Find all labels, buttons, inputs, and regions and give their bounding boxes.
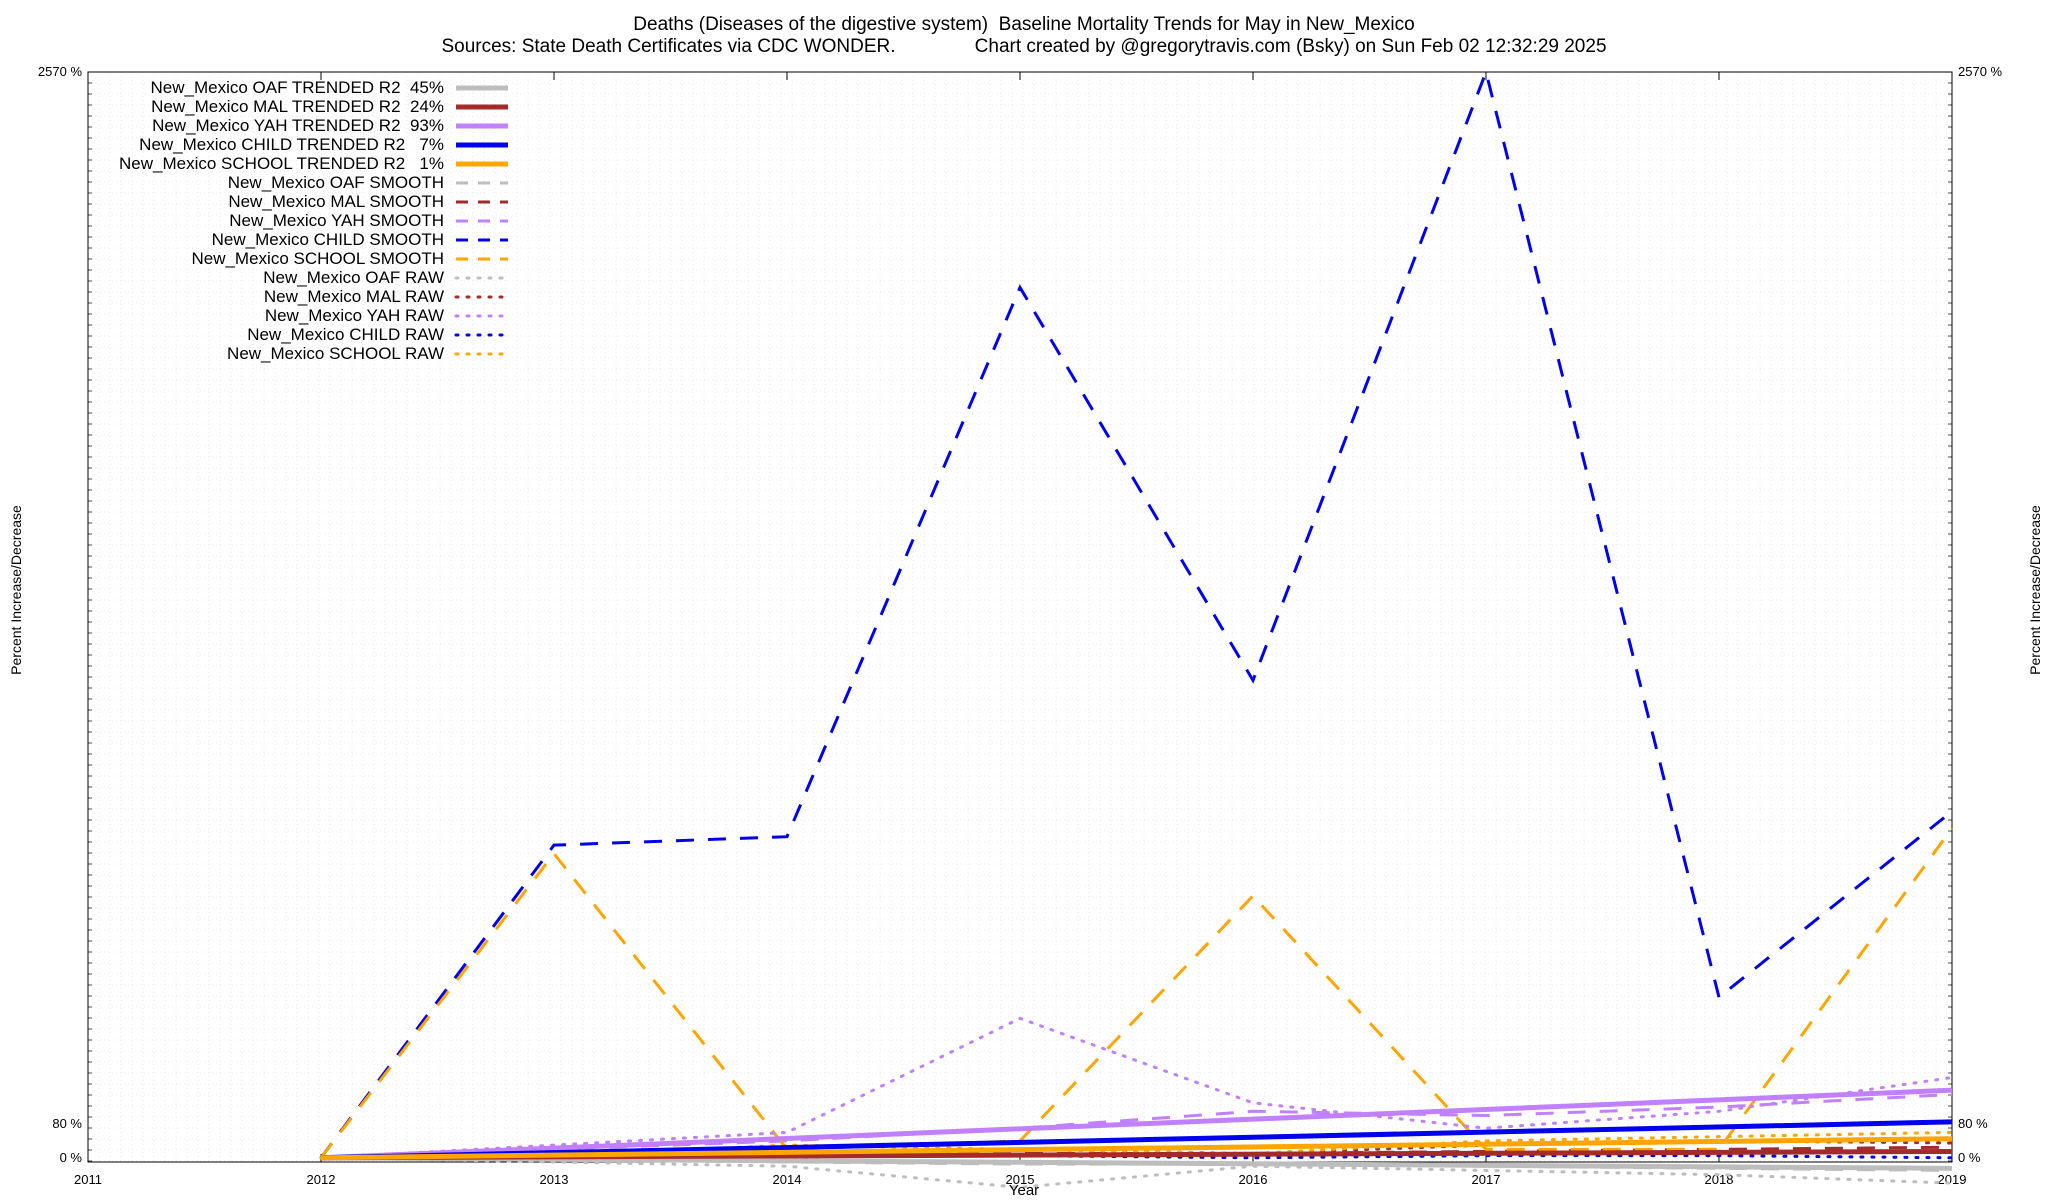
legend-label: New_Mexico MAL RAW (263, 287, 444, 306)
legend-label: New_Mexico SCHOOL RAW (227, 344, 444, 363)
series-line-school-smooth (319, 827, 1954, 1159)
legend-swatch (454, 276, 510, 280)
legend-label: New_Mexico OAF RAW (263, 268, 444, 287)
legend-entry: New_Mexico YAH RAW (40, 306, 510, 325)
legend-label: New_Mexico YAH TRENDED R2 93% (152, 116, 444, 135)
legend-label: New_Mexico MAL SMOOTH (228, 192, 444, 211)
legend-label: New_Mexico CHILD TRENDED R2 7% (139, 135, 444, 154)
chart-title-block: Deaths (Diseases of the digestive system… (0, 14, 2048, 58)
series-line-yah-trend (320, 1087, 1953, 1161)
series-line-child-trend (320, 1119, 1953, 1161)
x-tick-label: 2015 (1006, 1172, 1035, 1187)
chart-subtitle: Sources: State Death Certificates via CD… (441, 36, 1607, 57)
legend-entry: New_Mexico SCHOOL TRENDED R2 1% (40, 154, 510, 173)
legend-label: New_Mexico OAF SMOOTH (227, 173, 444, 192)
series-line-school-raw (319, 1130, 1954, 1160)
legend-swatch (454, 314, 510, 318)
y-tick-label-right: 0 % (1958, 1150, 1981, 1165)
series-line-yah-raw (319, 1016, 1954, 1160)
legend-swatch (454, 333, 510, 337)
y-tick-label-left: 80 % (52, 1116, 82, 1131)
legend-label: New_Mexico OAF TRENDED R2 45% (150, 78, 445, 97)
legend-swatch (456, 161, 508, 167)
series-line-oaf-raw (319, 1156, 1954, 1189)
y-axis-label-right: Percent Increase/Decrease (2027, 505, 2043, 675)
x-tick-label: 2014 (773, 1172, 802, 1187)
chart-legend: New_Mexico OAF TRENDED R2 45% New_Mexico … (40, 78, 510, 363)
legend-swatch (456, 104, 508, 110)
legend-entry: New_Mexico OAF RAW (40, 268, 510, 287)
legend-swatch (456, 123, 508, 129)
x-tick-label: 2019 (1938, 1172, 1967, 1187)
legend-entry: New_Mexico YAH TRENDED R2 93% (40, 116, 510, 135)
legend-entry: New_Mexico CHILD RAW (40, 325, 510, 344)
x-axis-label: Year (1008, 1182, 1040, 1199)
legend-swatch (454, 295, 510, 299)
legend-entry: New_Mexico CHILD SMOOTH (40, 230, 510, 249)
legend-label: New_Mexico YAH SMOOTH (229, 211, 444, 230)
y-tick-label-left: 2570 % (38, 64, 83, 79)
x-tick-label: 2011 (74, 1172, 102, 1187)
chart-title: Deaths (Diseases of the digestive system… (633, 14, 1415, 35)
y-tick-label-right: 2570 % (1958, 64, 2003, 79)
legend-swatch (456, 219, 508, 223)
legend-entry: New_Mexico MAL SMOOTH (40, 192, 510, 211)
x-tick-label: 2013 (540, 1172, 569, 1187)
legend-swatch (456, 85, 508, 91)
legend-entry: New_Mexico YAH SMOOTH (40, 211, 510, 230)
y-tick-label-left: 0 % (60, 1150, 83, 1165)
y-axis-label-left: Percent Increase/Decrease (8, 505, 24, 675)
legend-entry: New_Mexico CHILD TRENDED R2 7% (40, 135, 510, 154)
series-line-child-smooth (319, 67, 1953, 1159)
legend-label: New_Mexico CHILD SMOOTH (211, 230, 444, 249)
x-tick-label: 2012 (307, 1172, 336, 1187)
x-tick-label: 2017 (1472, 1172, 1501, 1187)
legend-label: New_Mexico YAH RAW (264, 306, 444, 325)
legend-swatch (456, 238, 508, 242)
legend-entry: New_Mexico OAF TRENDED R2 45% (40, 78, 510, 97)
series-line-school-trend (320, 1136, 1953, 1161)
legend-swatch (456, 257, 508, 261)
legend-label: New_Mexico CHILD RAW (247, 325, 444, 344)
legend-entry: New_Mexico OAF SMOOTH (40, 173, 510, 192)
legend-entry: New_Mexico MAL TRENDED R2 24% (40, 97, 510, 116)
legend-swatch (456, 181, 508, 185)
legend-entry: New_Mexico MAL RAW (40, 287, 510, 306)
legend-label: New_Mexico SCHOOL SMOOTH (191, 249, 444, 268)
legend-swatch (456, 142, 508, 148)
legend-swatch (456, 200, 508, 204)
legend-entry: New_Mexico SCHOOL SMOOTH (40, 249, 510, 268)
x-tick-label: 2016 (1239, 1172, 1268, 1187)
series-line-oaf-trend (320, 1155, 1953, 1171)
legend-swatch (454, 352, 510, 356)
legend-label: New_Mexico MAL TRENDED R2 24% (151, 97, 444, 116)
legend-entry: New_Mexico SCHOOL RAW (40, 344, 510, 363)
legend-label: New_Mexico SCHOOL TRENDED R2 1% (119, 154, 444, 173)
y-tick-label-right: 80 % (1958, 1116, 1988, 1131)
